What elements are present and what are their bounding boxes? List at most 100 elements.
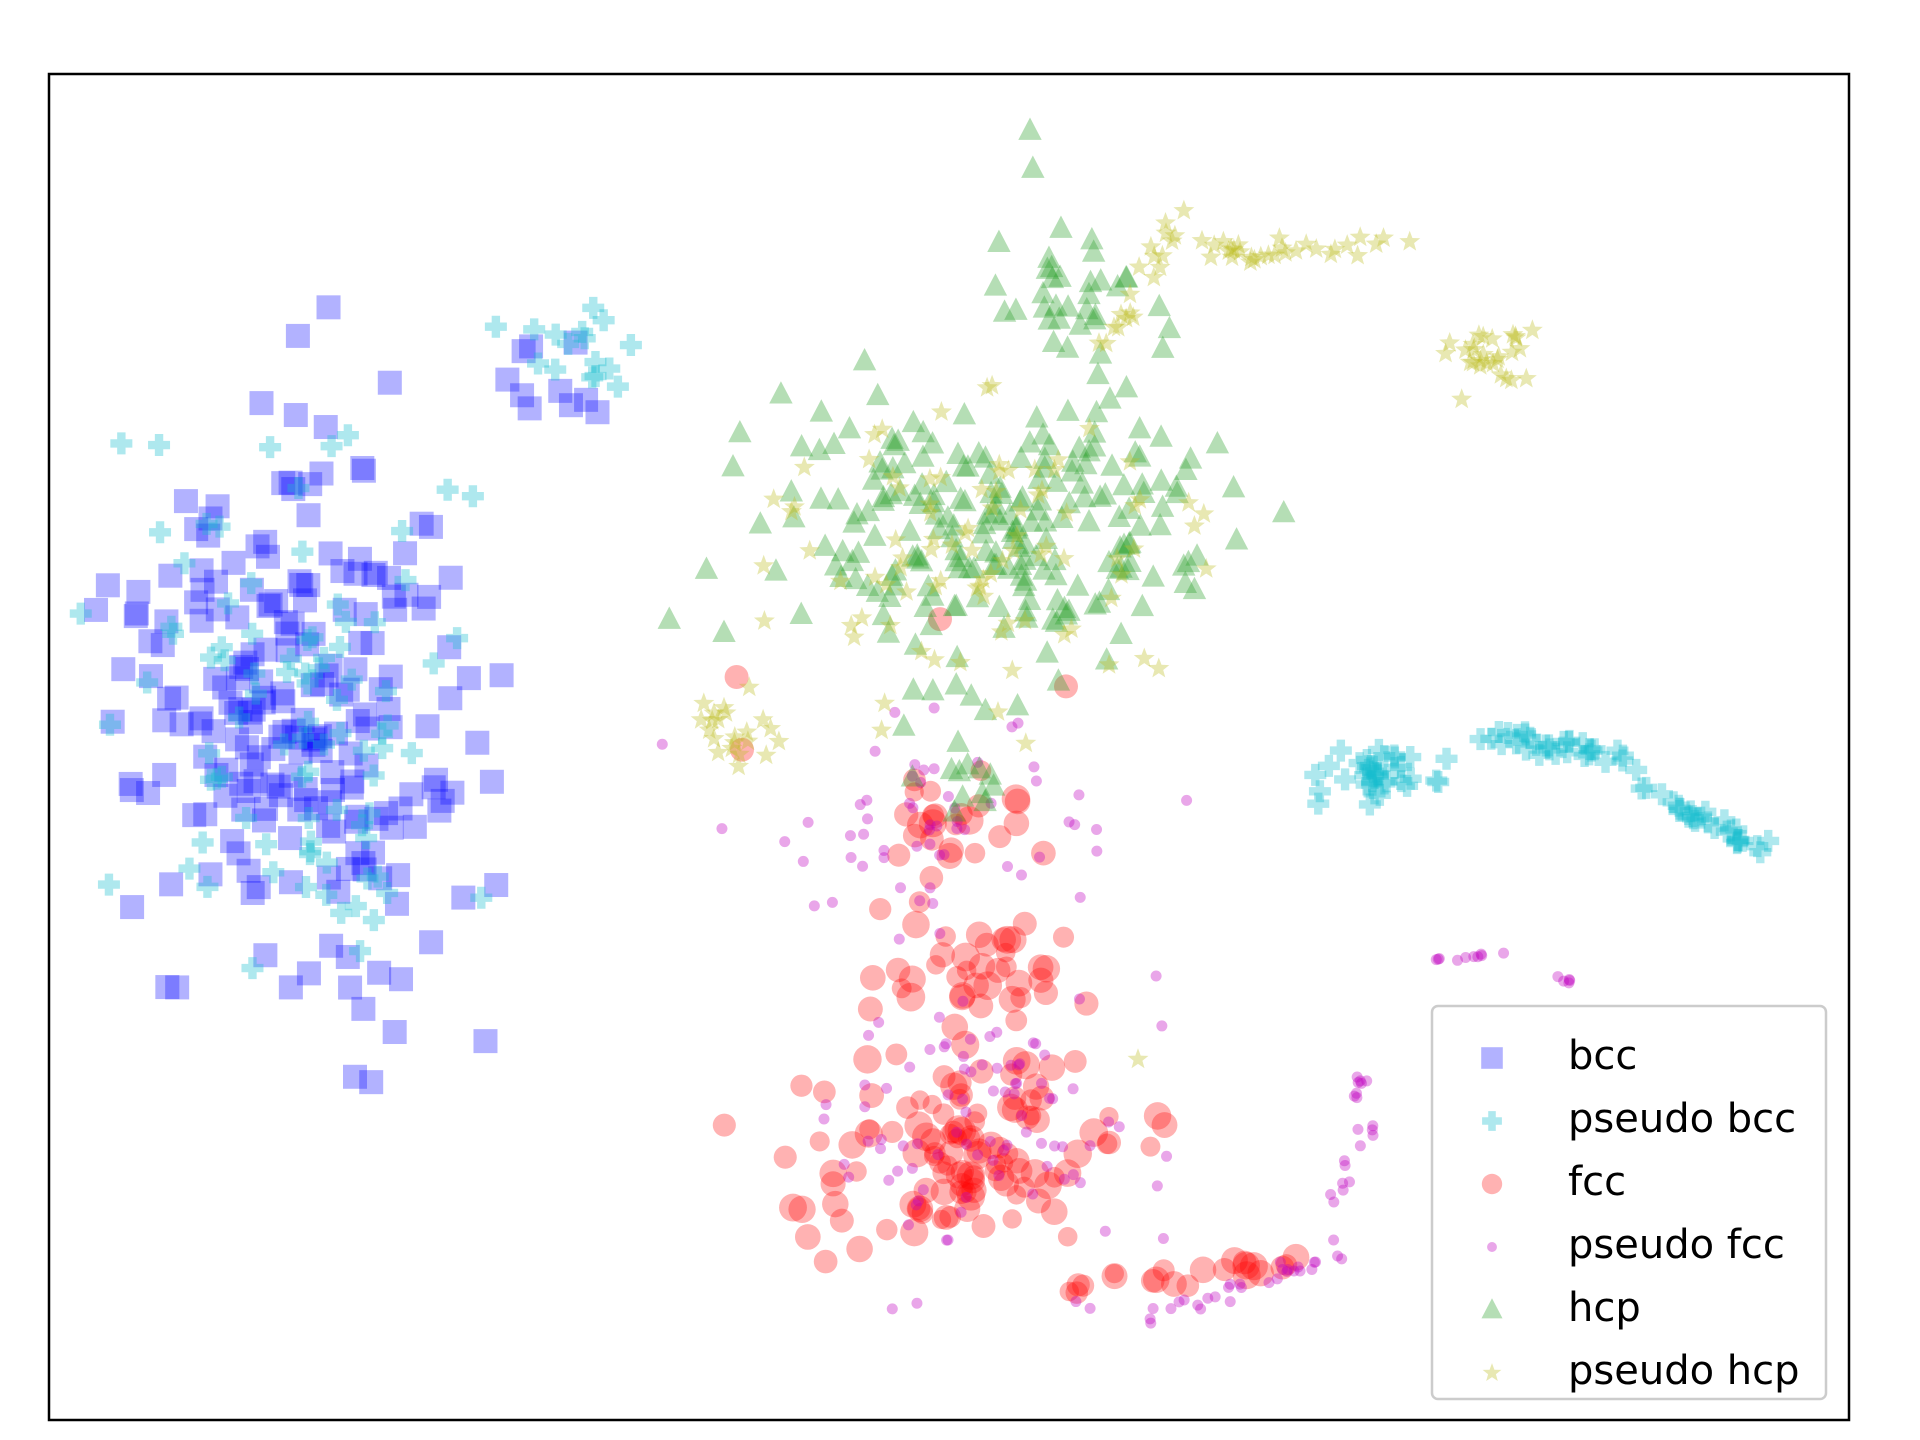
point-pseudo-bcc <box>340 668 363 691</box>
point-pseudo-fcc <box>1103 1116 1115 1128</box>
point-pseudo-bcc <box>1506 723 1529 746</box>
point-pseudo-fcc <box>960 1191 972 1203</box>
point-hcp <box>913 594 937 618</box>
point-bcc <box>418 514 443 539</box>
point-bcc <box>368 677 393 702</box>
point-bcc <box>409 511 434 536</box>
point-pseudo-bcc <box>362 764 385 787</box>
point-pseudo-bcc <box>470 886 493 909</box>
point-bcc <box>298 472 323 497</box>
point-fcc <box>1142 1266 1170 1294</box>
point-bcc <box>255 544 280 569</box>
point-pseudo-fcc <box>1277 1263 1289 1275</box>
point-fcc <box>956 1182 986 1211</box>
point-pseudo-fcc <box>1343 1176 1355 1188</box>
point-pseudo-bcc <box>1726 829 1749 852</box>
point-pseudo-hcp <box>919 467 941 488</box>
point-fcc <box>794 1224 821 1250</box>
point-hcp <box>1096 577 1121 601</box>
point-pseudo-fcc <box>1034 851 1046 863</box>
point-pseudo-hcp <box>885 528 907 549</box>
point-bcc <box>329 682 354 707</box>
point-hcp <box>1054 602 1079 625</box>
point-fcc <box>956 1161 986 1190</box>
point-pseudo-hcp <box>736 721 758 741</box>
point-fcc <box>1059 1281 1080 1302</box>
point-bcc <box>353 602 378 627</box>
point-hcp <box>1019 509 1044 532</box>
point-fcc <box>1027 954 1054 981</box>
point-bcc <box>394 582 419 607</box>
point-pseudo-hcp <box>703 727 725 748</box>
point-pseudo-bcc <box>1505 732 1528 755</box>
point-fcc <box>930 1178 958 1206</box>
series-fcc <box>712 607 1310 1304</box>
point-pseudo-hcp <box>1250 245 1272 266</box>
point-pseudo-fcc <box>859 1101 871 1113</box>
point-fcc <box>956 960 977 981</box>
point-bcc <box>150 633 175 658</box>
point-pseudo-hcp <box>1098 653 1120 674</box>
point-pseudo-fcc <box>1192 1299 1204 1311</box>
point-hcp <box>1118 549 1142 573</box>
point-pseudo-bcc <box>523 318 546 341</box>
point-hcp <box>1013 568 1038 591</box>
point-fcc <box>967 1103 988 1124</box>
point-pseudo-hcp <box>843 626 865 647</box>
point-hcp <box>944 548 968 572</box>
point-bcc <box>84 597 109 622</box>
point-fcc <box>1034 1171 1062 1200</box>
point-pseudo-fcc <box>1020 1126 1032 1138</box>
point-hcp <box>1272 499 1296 523</box>
point-pseudo-fcc <box>779 836 791 848</box>
point-pseudo-bcc <box>371 737 394 760</box>
point-fcc <box>938 837 964 863</box>
point-hcp <box>1056 398 1080 421</box>
point-hcp <box>1015 605 1039 628</box>
point-pseudo-hcp <box>830 570 851 591</box>
point-pseudo-hcp <box>931 401 952 421</box>
point-bcc <box>229 771 254 796</box>
point-fcc <box>995 956 1017 978</box>
point-fcc <box>938 1140 964 1166</box>
point-pseudo-bcc <box>1363 782 1386 805</box>
point-fcc <box>1247 1259 1274 1287</box>
point-fcc <box>932 1065 956 1089</box>
point-pseudo-bcc <box>1365 760 1388 783</box>
point-fcc <box>885 957 911 983</box>
point-pseudo-hcp <box>922 528 944 549</box>
point-pseudo-bcc <box>571 320 594 343</box>
point-pseudo-hcp <box>1047 448 1069 469</box>
point-fcc <box>988 825 1012 849</box>
point-fcc <box>1002 1209 1022 1229</box>
point-hcp <box>1088 484 1112 507</box>
point-pseudo-bcc <box>1362 760 1385 783</box>
point-pseudo-fcc <box>1049 1140 1061 1152</box>
point-hcp <box>1178 446 1203 469</box>
point-fcc <box>960 1168 986 1194</box>
point-fcc <box>911 1202 934 1224</box>
point-pseudo-fcc <box>998 1144 1010 1156</box>
point-hcp <box>949 544 973 568</box>
point-bcc <box>233 650 258 675</box>
point-hcp <box>1148 512 1172 536</box>
point-hcp <box>990 481 1014 504</box>
point-pseudo-hcp <box>973 585 995 606</box>
point-fcc <box>1099 1106 1119 1127</box>
point-pseudo-fcc <box>1328 1234 1340 1246</box>
point-hcp <box>956 454 980 477</box>
point-pseudo-fcc <box>893 933 905 945</box>
point-pseudo-bcc <box>1682 807 1705 830</box>
point-pseudo-hcp <box>1001 659 1023 680</box>
point-bcc <box>213 783 238 808</box>
point-pseudo-fcc <box>1084 1140 1096 1152</box>
point-fcc <box>813 1249 838 1274</box>
point-pseudo-fcc <box>927 898 939 910</box>
point-pseudo-bcc <box>1534 734 1557 757</box>
point-pseudo-bcc <box>573 327 596 350</box>
point-pseudo-hcp <box>1505 327 1527 347</box>
point-pseudo-hcp <box>1399 230 1421 251</box>
point-fcc <box>1020 1159 1050 1188</box>
point-hcp <box>1077 508 1101 532</box>
point-bcc <box>308 738 333 763</box>
